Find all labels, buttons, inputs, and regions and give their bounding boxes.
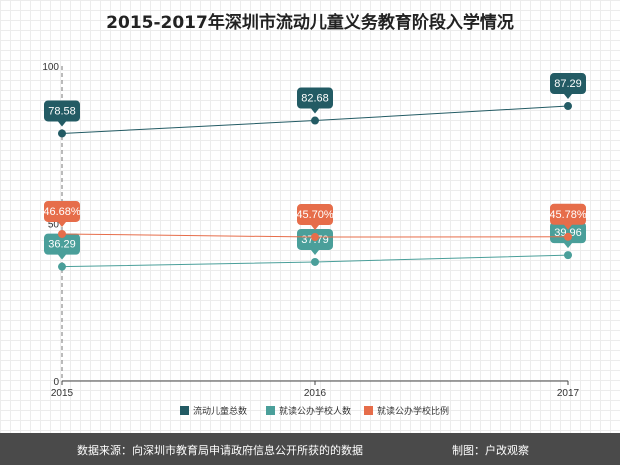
data-label: 87.29 bbox=[554, 78, 582, 90]
data-label-bubble bbox=[550, 73, 586, 100]
data-label: 78.58 bbox=[48, 105, 76, 117]
data-point bbox=[311, 233, 319, 242]
y-tick-label: 100 bbox=[42, 62, 59, 73]
data-label-bubble bbox=[297, 228, 333, 255]
legend-label: 就读公办学校人数 bbox=[279, 405, 351, 417]
data-point bbox=[311, 257, 319, 266]
x-tick-label: 2017 bbox=[557, 388, 580, 399]
chart-credit: 制图：户改观察 bbox=[452, 444, 529, 457]
y-tick-label: 0 bbox=[53, 377, 59, 388]
data-point bbox=[564, 102, 572, 111]
data-point bbox=[564, 232, 572, 241]
footer-bar: 数据来源：向深圳市教育局申请政府信息公开所获的的数据 制图：户改观察 bbox=[0, 433, 620, 465]
legend-swatch bbox=[180, 406, 189, 415]
data-label: 82.68 bbox=[301, 93, 329, 105]
data-point bbox=[311, 116, 319, 125]
data-label-bubble bbox=[550, 203, 586, 230]
chart-title: 2015-2017年深圳市流动儿童义务教育阶段入学情况 bbox=[106, 13, 514, 33]
legend-swatch bbox=[266, 406, 275, 415]
data-point bbox=[58, 229, 66, 238]
data-label-bubble bbox=[297, 87, 333, 114]
data-label: 36.29 bbox=[48, 239, 76, 251]
legend-label: 就读公办学校比例 bbox=[377, 405, 449, 417]
data-label: 46.68% bbox=[43, 206, 81, 218]
legend-label: 流动儿童总数 bbox=[193, 405, 247, 417]
y-tick-label: 50 bbox=[48, 220, 60, 231]
data-source-note: 数据来源：向深圳市教育局申请政府信息公开所获的的数据 bbox=[77, 444, 363, 457]
data-point bbox=[564, 251, 572, 260]
data-label-bubble bbox=[44, 100, 80, 127]
data-label: 45.70% bbox=[296, 209, 334, 221]
data-label-bubble bbox=[44, 200, 80, 227]
x-tick-label: 2015 bbox=[51, 388, 74, 399]
data-point bbox=[58, 129, 66, 138]
data-label-bubble bbox=[44, 233, 80, 260]
data-label-bubble bbox=[297, 204, 333, 231]
data-label: 45.78% bbox=[549, 209, 587, 221]
legend-swatch bbox=[364, 406, 373, 415]
data-point bbox=[58, 262, 66, 271]
x-tick-label: 2016 bbox=[304, 388, 327, 399]
